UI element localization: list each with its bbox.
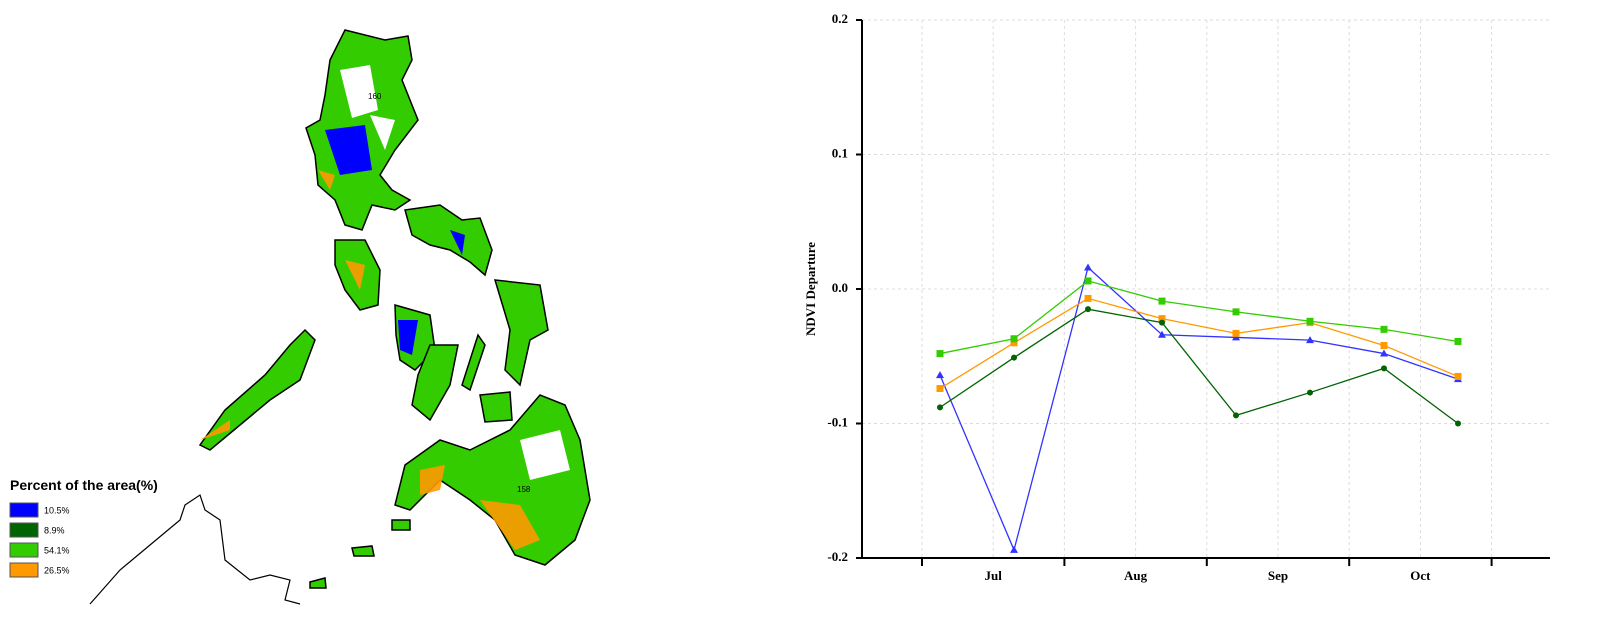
- y-axis-label: NDVI Departure: [803, 242, 818, 336]
- y-tick-label: 0.0: [832, 280, 848, 295]
- point: [936, 371, 944, 379]
- legend-swatch: [9, 542, 39, 558]
- point: [1158, 330, 1166, 338]
- point: [1307, 389, 1313, 396]
- negros: [411, 344, 459, 422]
- chart: NDVI Departure -0.2 -0.1 0.0 0.1 0.2 Jul Aug Se…: [803, 11, 1550, 583]
- legend-title: Percent of the area(%): [10, 477, 158, 493]
- borneo-outline: [89, 494, 301, 605]
- series-line: [939, 280, 1459, 355]
- map-annotation: 160: [368, 92, 382, 101]
- point: [1010, 545, 1018, 553]
- point: [1232, 329, 1240, 337]
- legend-label: 26.5%: [44, 565, 70, 575]
- y-tick-label: 0.1: [832, 145, 848, 160]
- legend-label: 8.9%: [44, 525, 65, 535]
- map-orange: [200, 170, 540, 550]
- bohol: [479, 391, 513, 423]
- point: [1159, 319, 1165, 326]
- x-tick-label: Sep: [1268, 568, 1288, 583]
- point: [1233, 412, 1239, 419]
- y-tick-label: -0.1: [827, 414, 848, 429]
- point: [1084, 263, 1092, 271]
- point: [1011, 354, 1017, 361]
- point: [1085, 306, 1091, 313]
- bicol: [404, 204, 493, 277]
- x-tick-label: Oct: [1410, 568, 1431, 583]
- point: [1380, 341, 1388, 349]
- y-tick-label: -0.2: [827, 549, 848, 564]
- point: [1158, 297, 1166, 305]
- point: [936, 350, 944, 358]
- point: [937, 404, 943, 411]
- point: [1381, 365, 1387, 372]
- cebu: [461, 333, 486, 392]
- point: [1380, 349, 1388, 357]
- point: [1010, 339, 1018, 347]
- point: [1306, 317, 1314, 325]
- map: 160 158: [89, 29, 591, 605]
- point: [1010, 335, 1018, 343]
- point: [1306, 336, 1314, 344]
- point: [1158, 315, 1166, 323]
- legend-swatch: [9, 502, 39, 518]
- legend-swatch: [9, 562, 39, 578]
- series-line: [939, 308, 1459, 425]
- small-islands: [309, 519, 411, 589]
- x-tick-label: Jul: [985, 568, 1003, 583]
- palawan: [198, 328, 316, 451]
- series-line: [939, 266, 1459, 552]
- y-tick-label: 0.2: [832, 11, 848, 26]
- samar: [493, 279, 549, 387]
- point: [1454, 337, 1462, 345]
- map-legend: Percent of the area(%) 10.5% 8.9% 54.1% 26.…: [9, 477, 158, 578]
- point: [1232, 333, 1240, 341]
- x-tick-label: Aug: [1124, 568, 1148, 583]
- map-annotation: 158: [517, 485, 531, 494]
- point: [1232, 308, 1240, 316]
- point: [1380, 325, 1388, 333]
- legend-swatch: [9, 522, 39, 538]
- point: [936, 385, 944, 393]
- point: [1455, 420, 1461, 427]
- point: [1454, 372, 1462, 380]
- point: [1084, 294, 1092, 302]
- map-gaps: [340, 65, 570, 480]
- map-blue: [325, 125, 465, 355]
- series-line: [939, 297, 1459, 390]
- legend-label: 54.1%: [44, 545, 70, 555]
- legend-label: 10.5%: [44, 505, 70, 515]
- point: [1084, 277, 1092, 285]
